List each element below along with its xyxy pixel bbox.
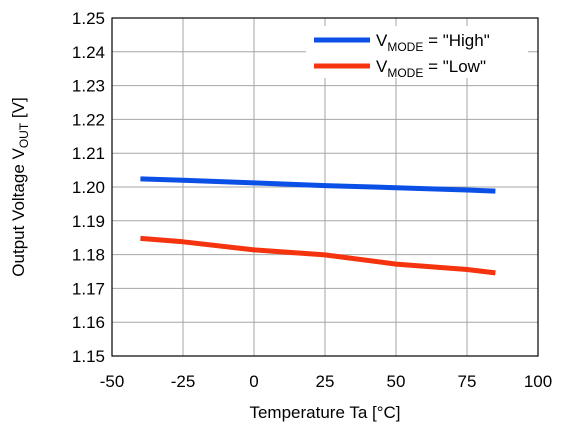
y-tick-label: 1.20 xyxy=(72,178,105,197)
y-tick-label: 1.15 xyxy=(72,347,105,366)
x-tick-label: 0 xyxy=(249,372,258,391)
x-axis-label: Temperature Ta [°C] xyxy=(249,403,400,422)
series-lines xyxy=(140,176,496,276)
legend-label-low: VMODE = "Low" xyxy=(376,57,486,80)
series-line-high xyxy=(140,176,496,194)
legend: VMODE = "High" VMODE = "Low" xyxy=(314,31,490,80)
x-tick-label: -50 xyxy=(100,372,125,391)
y-tick-label: 1.24 xyxy=(72,43,105,62)
y-tick-label: 1.22 xyxy=(72,110,105,129)
y-axis-label-sub: OUT xyxy=(17,122,31,148)
y-tick-label: 1.25 xyxy=(72,9,105,28)
x-tick-label: 100 xyxy=(524,372,552,391)
y-axis-label-suffix: [V] xyxy=(9,97,28,123)
y-axis-label-main: Output Voltage V xyxy=(9,148,28,277)
x-axis-ticks: -50 -25 0 25 50 75 100 xyxy=(100,372,552,391)
x-tick-label: 25 xyxy=(316,372,335,391)
x-tick-label: -25 xyxy=(171,372,196,391)
y-tick-label: 1.17 xyxy=(72,279,105,298)
y-tick-label: 1.18 xyxy=(72,246,105,265)
legend-box xyxy=(306,26,528,78)
y-tick-label: 1.21 xyxy=(72,144,105,163)
y-axis-ticks: 1.15 1.16 1.17 1.18 1.19 1.20 1.21 1.22 1.23 1.24… xyxy=(72,9,105,366)
legend-label-high: VMODE = "High" xyxy=(376,31,490,54)
x-tick-label: 50 xyxy=(387,372,406,391)
y-tick-label: 1.19 xyxy=(72,212,105,231)
y-axis-label: Output Voltage VOUT [V] xyxy=(9,97,31,276)
plot-frame xyxy=(111,17,539,357)
y-tick-label: 1.23 xyxy=(72,77,105,96)
x-tick-label: 75 xyxy=(458,372,477,391)
y-tick-label: 1.16 xyxy=(72,313,105,332)
series-line-low xyxy=(140,235,496,276)
